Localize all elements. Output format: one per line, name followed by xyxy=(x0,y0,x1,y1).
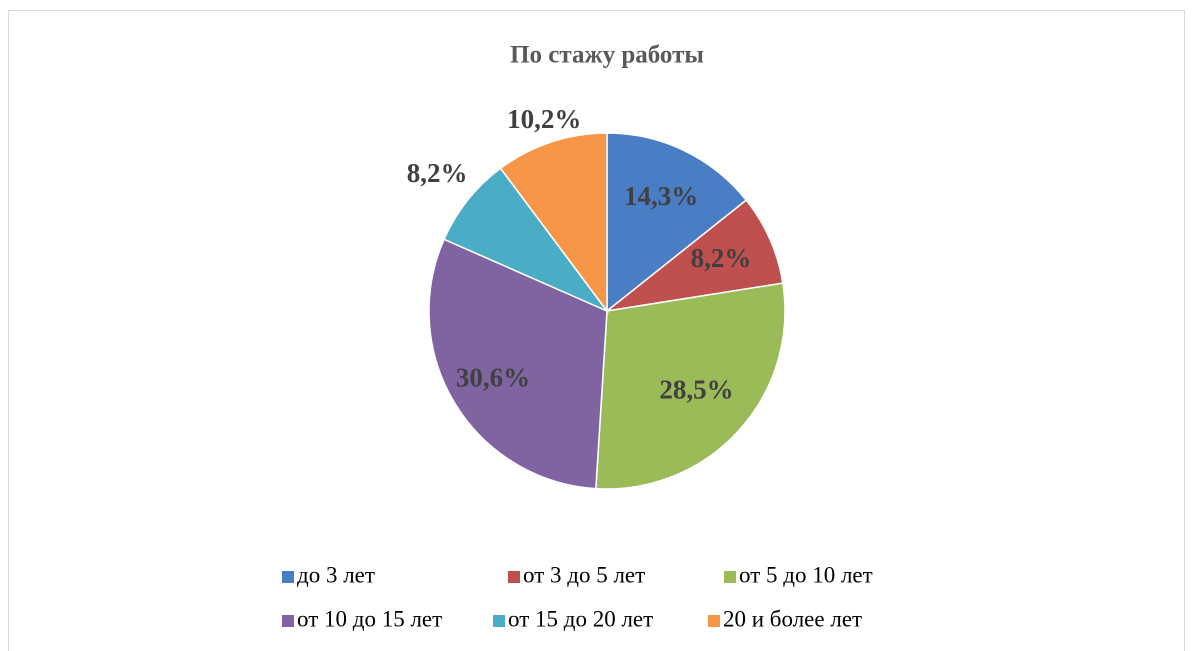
legend-label: от 5 до 10 лет xyxy=(739,562,873,587)
pie-slice xyxy=(604,199,784,313)
data-label: 14,3% xyxy=(624,181,698,211)
pie-slice xyxy=(428,238,608,490)
data-label: 30,6% xyxy=(456,363,530,393)
data-label: 28,5% xyxy=(659,375,733,405)
legend-marker xyxy=(708,615,720,627)
pie-slice xyxy=(499,132,608,314)
legend-label: от 3 до 5 лет xyxy=(523,562,645,587)
data-label: 8,2% xyxy=(691,243,752,273)
legend-marker xyxy=(508,571,520,583)
legend-label: от 10 до 15 лет xyxy=(297,606,442,631)
legend-marker xyxy=(282,615,294,627)
pie-slice xyxy=(443,167,610,313)
data-label: 8,2% xyxy=(407,158,468,188)
legend-label: от 15 до 20 лет xyxy=(508,606,653,631)
legend-marker xyxy=(493,615,505,627)
legend-label: до 3 лет xyxy=(297,562,375,587)
chart-title: По стажу работы xyxy=(510,42,704,69)
legend-label: 20 и более лет xyxy=(723,606,862,631)
pie-slice xyxy=(606,132,748,313)
legend-marker xyxy=(282,571,294,583)
data-label: 10,2% xyxy=(507,104,581,134)
legend-marker xyxy=(724,571,736,583)
pie-slice xyxy=(595,282,786,490)
